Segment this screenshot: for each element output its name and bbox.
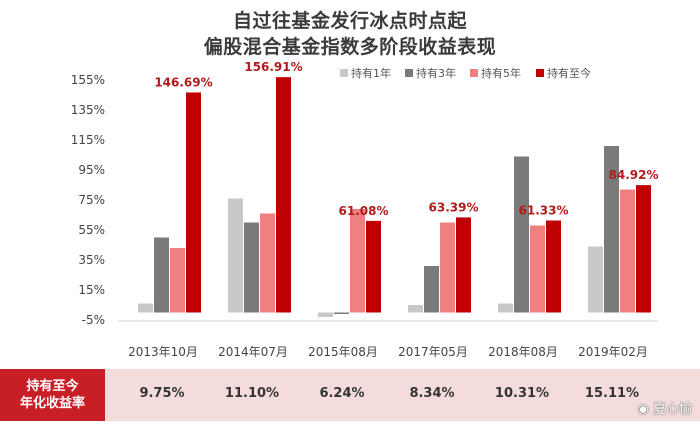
legend-swatch [340, 69, 348, 77]
bar [186, 92, 201, 313]
annual-return-label: 持有至今 年化收益率 [0, 369, 105, 421]
y-tick-label: 95% [78, 163, 105, 177]
data-label: 61.08% [339, 204, 389, 218]
legend-swatch [536, 69, 544, 77]
bar-chart: 155% 135% 115% 95% 75% 55% 35% 15% -5% 146.69% 201… [71, 60, 659, 359]
bar [244, 222, 259, 313]
bar [154, 237, 169, 313]
bar [334, 312, 349, 314]
annual-return-label-line2: 年化收益率 [19, 396, 85, 411]
watermark-text: 夏心愉 [652, 402, 692, 417]
bar [546, 220, 561, 313]
bar [276, 77, 291, 313]
bar [350, 209, 365, 313]
legend-label: 持有5年 [481, 66, 521, 80]
annual-return-value: 8.34% [409, 386, 455, 401]
legend-label: 持有3年 [416, 66, 456, 80]
data-label: 63.39% [429, 200, 479, 214]
annual-return-value: 10.31% [494, 386, 550, 401]
chart-title: 自过往基金发行冰点时点起 [232, 10, 467, 32]
y-tick-label: -5% [82, 313, 105, 327]
data-label: 61.33% [519, 204, 569, 218]
y-tick-label: 135% [71, 103, 105, 117]
bar [318, 312, 333, 317]
bar [424, 266, 439, 313]
y-tick-label: 35% [78, 253, 105, 267]
bar [636, 185, 651, 313]
bar [440, 222, 455, 313]
bar [514, 156, 529, 313]
annual-return-value: 15.11% [584, 386, 640, 401]
y-tick-label: 75% [78, 193, 105, 207]
x-tick-label: 2013年10月 [128, 345, 198, 359]
bar [498, 303, 513, 313]
chart-subtitle: 偏股混合基金指数多阶段收益表现 [203, 36, 497, 58]
bar [530, 225, 545, 313]
x-tick-label: 2015年08月 [308, 345, 378, 359]
legend-swatch [470, 69, 478, 77]
legend-label: 持有1年 [351, 66, 391, 80]
annual-return-row [0, 369, 700, 421]
x-tick-label: 2017年05月 [398, 345, 468, 359]
bar [366, 220, 381, 313]
data-label: 156.91% [244, 60, 302, 74]
y-tick-label: 55% [78, 223, 105, 237]
bar [228, 198, 243, 313]
annual-return-value: 11.10% [224, 386, 280, 401]
bar [588, 246, 603, 313]
bar [408, 305, 423, 313]
bar [604, 146, 619, 313]
bar [138, 303, 153, 313]
legend-swatch [405, 69, 413, 77]
annual-return-label-line1: 持有至今 [26, 379, 79, 394]
legend-label: 持有至今 [547, 66, 591, 80]
bar [260, 213, 275, 313]
weibo-icon: ◉ [637, 402, 649, 417]
y-tick-label: 115% [71, 133, 105, 147]
x-tick-label: 2019年02月 [578, 345, 648, 359]
x-tick-label: 2018年08月 [488, 345, 558, 359]
data-label: 146.69% [154, 75, 212, 89]
y-tick-label: 15% [78, 283, 105, 297]
bar [170, 248, 185, 313]
y-tick-label: 155% [71, 73, 105, 87]
bar [456, 217, 471, 313]
watermark: ◉ 夏心愉 [638, 398, 693, 417]
data-label: 84.92% [609, 168, 659, 182]
bar [620, 189, 635, 313]
x-tick-label: 2014年07月 [218, 345, 288, 359]
annual-return-value: 6.24% [319, 386, 365, 401]
annual-return-value: 9.75% [139, 386, 185, 401]
